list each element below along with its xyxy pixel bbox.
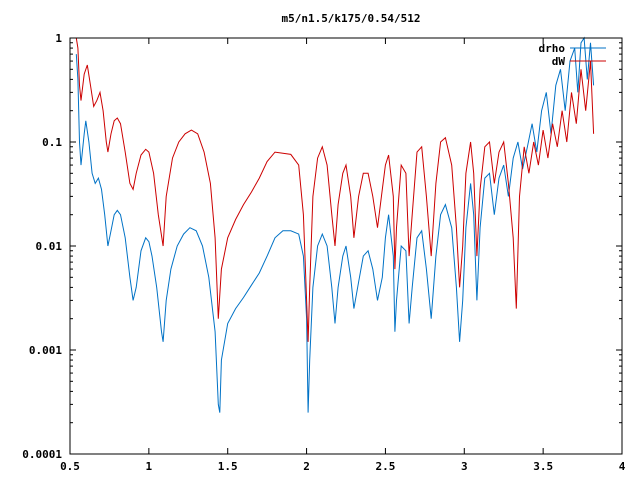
series-line-drho bbox=[75, 36, 595, 413]
x-tick-label: 3.5 bbox=[533, 460, 553, 473]
x-tick-label: 1.5 bbox=[218, 460, 238, 473]
legend-item-drho: drho bbox=[539, 42, 606, 55]
chart-title: m5/n1.5/k175/0.54/512 bbox=[281, 12, 420, 25]
y-tick-label: 0.01 bbox=[36, 240, 63, 253]
series-line-dw bbox=[75, 37, 595, 342]
x-tick-label: 2 bbox=[303, 460, 310, 473]
plot-area bbox=[75, 36, 595, 413]
legend-item-dw: dW bbox=[552, 55, 606, 68]
y-tick-label: 0.1 bbox=[42, 136, 62, 149]
x-tick-label: 0.5 bbox=[60, 460, 80, 473]
legend-label-dw: dW bbox=[552, 55, 566, 68]
x-tick-label: 1 bbox=[146, 460, 153, 473]
y-tick-label: 0.0001 bbox=[22, 448, 62, 461]
x-axis: 0.5 1 1.5 2 2.5 3 3.5 4 bbox=[60, 38, 626, 473]
y-tick-label: 0.001 bbox=[29, 344, 62, 357]
legend: drho dW bbox=[539, 42, 606, 68]
y-axis: 0.0001 0.001 0.01 0.1 1 bbox=[22, 32, 622, 461]
x-tick-label: 3 bbox=[461, 460, 468, 473]
x-tick-label: 4 bbox=[619, 460, 626, 473]
legend-label-drho: drho bbox=[539, 42, 566, 55]
x-tick-label: 2.5 bbox=[375, 460, 395, 473]
plot-frame bbox=[69, 37, 623, 455]
y-tick-label: 1 bbox=[55, 32, 62, 45]
